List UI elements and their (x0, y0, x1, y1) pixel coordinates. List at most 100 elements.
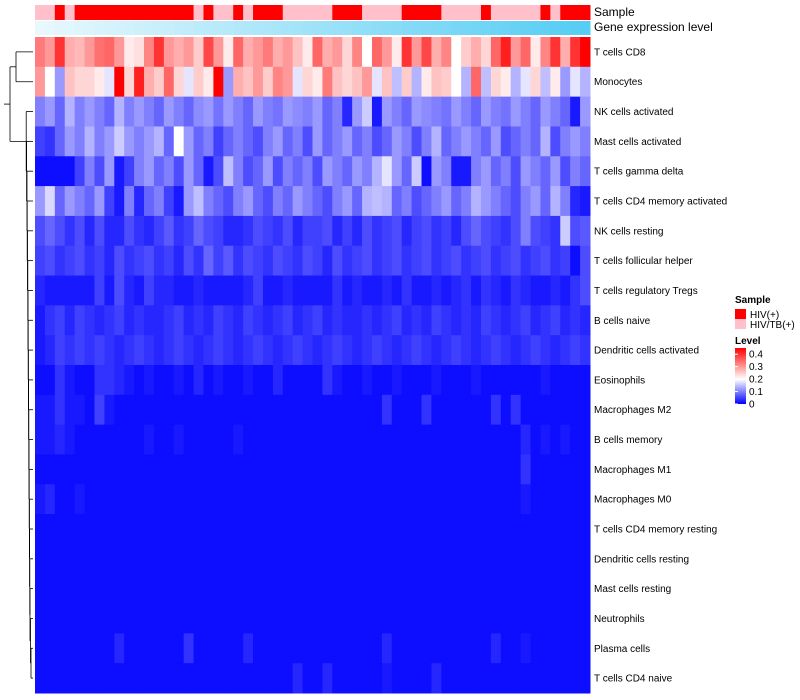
heatmap-cell (580, 305, 591, 336)
heatmap-cell (223, 305, 234, 336)
heatmap-cell (352, 126, 363, 157)
heatmap-cell (173, 335, 185, 366)
heatmap-cell (312, 66, 323, 98)
heatmap-cell (421, 305, 432, 336)
heatmap-cell (253, 573, 264, 605)
sample-annotation-cell (54, 5, 66, 20)
heatmap-cell (163, 633, 175, 664)
heatmap-cell (441, 126, 452, 157)
heatmap-cell (520, 275, 532, 306)
heatmap-cell (401, 305, 413, 336)
heatmap-cell (391, 305, 403, 336)
expression-annotation-cell (312, 21, 323, 35)
heatmap-cell (84, 96, 95, 127)
heatmap-cell (401, 215, 413, 247)
heatmap-cell (193, 454, 204, 485)
heatmap-cell (153, 514, 165, 545)
level-legend-title: Level (735, 336, 761, 347)
heatmap-cell (490, 37, 502, 68)
heatmap-cell (540, 424, 551, 455)
expression-annotation-cell (431, 21, 442, 35)
heatmap-cell (451, 186, 462, 217)
heatmap-cell (391, 603, 403, 634)
heatmap-cell (253, 156, 264, 187)
heatmap-cell (292, 663, 304, 694)
heatmap-cell (292, 514, 304, 545)
heatmap-cell (213, 394, 224, 426)
heatmap-cell (540, 37, 551, 68)
heatmap-cell (530, 126, 541, 157)
heatmap-cell (193, 663, 204, 694)
heatmap-cell (292, 245, 304, 277)
heatmap-cell (183, 37, 195, 68)
heatmap-cell (144, 663, 155, 694)
heatmap-cell (352, 365, 363, 396)
heatmap-cell (480, 245, 492, 277)
heatmap-cell (510, 186, 522, 217)
heatmap-cell (490, 275, 502, 306)
heatmap-cell (64, 365, 76, 396)
sample-annotation-cell (223, 5, 234, 20)
heatmap-cell (35, 633, 46, 664)
heatmap-cell (471, 424, 482, 455)
heatmap-cell (510, 573, 522, 605)
heatmap-cell (124, 514, 135, 545)
heatmap-cell (114, 96, 125, 127)
heatmap-cell (560, 126, 571, 157)
expression-annotation-cell (510, 21, 522, 35)
heatmap-cell (580, 186, 591, 217)
heatmap-cell (253, 543, 264, 575)
heatmap-cell (391, 573, 403, 605)
heatmap-cell (381, 37, 393, 68)
heatmap-cell (371, 424, 383, 455)
heatmap-cell (560, 663, 571, 694)
heatmap-cell (272, 394, 284, 426)
expression-annotation-cell (322, 21, 333, 35)
heatmap-cell (381, 96, 393, 127)
heatmap-cell (411, 573, 423, 605)
heatmap-cell (104, 484, 115, 515)
heatmap-cell (510, 543, 522, 575)
heatmap-cell (84, 633, 95, 664)
heatmap-cell (134, 186, 145, 217)
heatmap-cell (64, 603, 76, 634)
heatmap-cell (322, 126, 333, 157)
heatmap-cell (451, 454, 462, 485)
heatmap-cell (342, 394, 353, 426)
heatmap-cell (570, 514, 581, 545)
heatmap-cell (193, 215, 204, 247)
heatmap-cell (35, 275, 46, 306)
heatmap-cell (312, 514, 323, 545)
heatmap-cell (282, 96, 294, 127)
heatmap-cell (312, 454, 323, 485)
heatmap-cell (173, 663, 185, 694)
heatmap-cell (480, 663, 492, 694)
heatmap-cell (401, 543, 413, 575)
heatmap-cell (213, 454, 224, 485)
expression-annotation-cell (54, 21, 66, 35)
heatmap-cell (262, 424, 274, 455)
heatmap-cell (391, 365, 403, 396)
heatmap-cell (480, 543, 492, 575)
heatmap-cell (243, 573, 254, 605)
heatmap-cell (322, 663, 333, 694)
heatmap-cell (64, 454, 76, 485)
heatmap-cell (243, 66, 254, 98)
expression-annotation-cell (144, 21, 155, 35)
sample-annotation-cell (253, 5, 264, 20)
heatmap-cell (173, 96, 185, 127)
heatmap-cell (490, 394, 502, 426)
heatmap-cell (84, 365, 95, 396)
heatmap-cell (500, 543, 512, 575)
heatmap-cell (203, 633, 214, 664)
heatmap-cell (144, 245, 155, 277)
heatmap-cell (233, 365, 244, 396)
heatmap-cell (352, 424, 363, 455)
heatmap-cell (530, 394, 541, 426)
heatmap-cell (104, 663, 115, 694)
heatmap-cell (173, 633, 185, 664)
heatmap-cell (580, 335, 591, 366)
heatmap-cell (441, 186, 452, 217)
heatmap-cell (104, 543, 115, 575)
heatmap-cell (480, 484, 492, 515)
